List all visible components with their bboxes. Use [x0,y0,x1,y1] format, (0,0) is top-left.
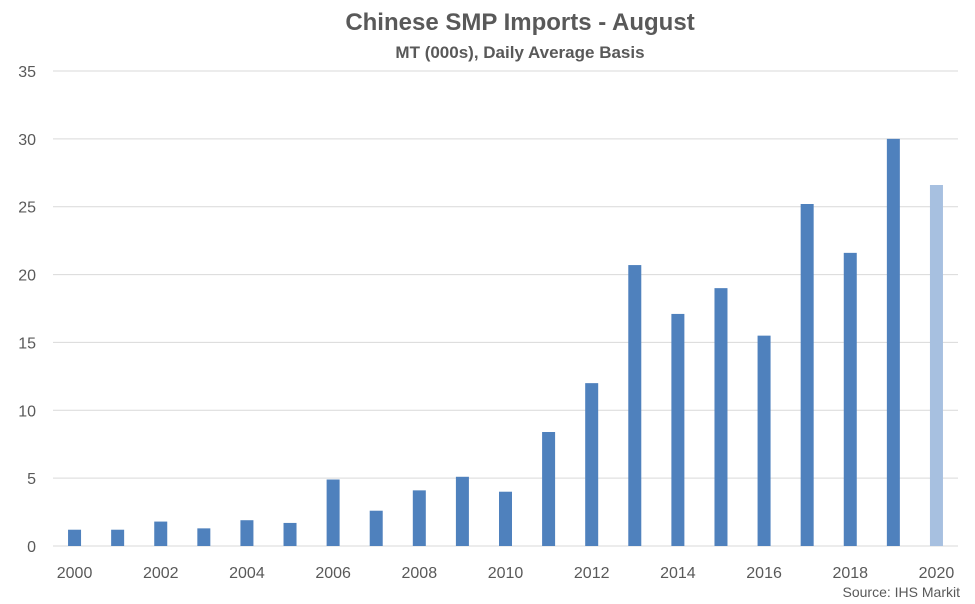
y-tick-label: 20 [18,268,36,285]
bar-2006 [326,479,340,546]
y-tick-label: 5 [27,471,36,488]
y-axis-ticks: 0 5 10 15 20 25 30 35 [18,64,36,556]
bars [68,138,943,546]
chart-subtitle: MT (000s), Daily Average Basis [395,43,644,62]
grid-lines [53,70,958,547]
bar-2011 [542,432,556,546]
bar-2015 [714,288,728,546]
x-tick-label: 2006 [315,565,351,582]
x-tick-label: 2012 [574,565,610,582]
x-tick-label: 2008 [402,565,438,582]
bar-2010 [499,491,512,546]
y-tick-label: 10 [18,403,36,420]
y-tick-label: 25 [18,200,36,217]
bar-2018 [843,252,857,546]
x-tick-label: 2016 [746,565,782,582]
x-tick-label: 2010 [488,565,524,582]
bar-2014 [671,313,685,546]
bar-2019 [886,138,900,546]
bar-2016 [757,335,771,546]
x-tick-label: 2014 [660,565,696,582]
x-tick-label: 2002 [143,565,179,582]
bar-2004 [240,520,254,546]
x-axis-ticks: 2000 2002 2004 2006 2008 2010 2012 2014 2016 2018… [57,565,955,582]
x-tick-label: 2000 [57,565,93,582]
bar-2007 [369,510,383,546]
bar-2020 [929,185,943,546]
x-tick-label: 2018 [832,565,868,582]
bar-2012 [585,383,599,546]
bar-2001 [111,529,125,546]
bar-2000 [68,529,82,546]
bar-2003 [197,528,211,546]
y-tick-label: 15 [18,335,36,352]
bar-2017 [800,204,814,546]
chart-title: Chinese SMP Imports - August [345,9,694,36]
bar-2002 [154,521,168,546]
x-tick-label: 2020 [919,565,955,582]
y-tick-label: 35 [18,64,36,81]
bar-2013 [628,265,642,546]
source-note: Source: IHS Markit [843,584,961,600]
bar-2005 [283,522,297,546]
y-tick-label: 30 [18,132,36,149]
x-tick-label: 2004 [229,565,265,582]
bar-2008 [412,490,426,546]
bar-2009 [455,476,469,546]
y-tick-label: 0 [27,539,36,556]
